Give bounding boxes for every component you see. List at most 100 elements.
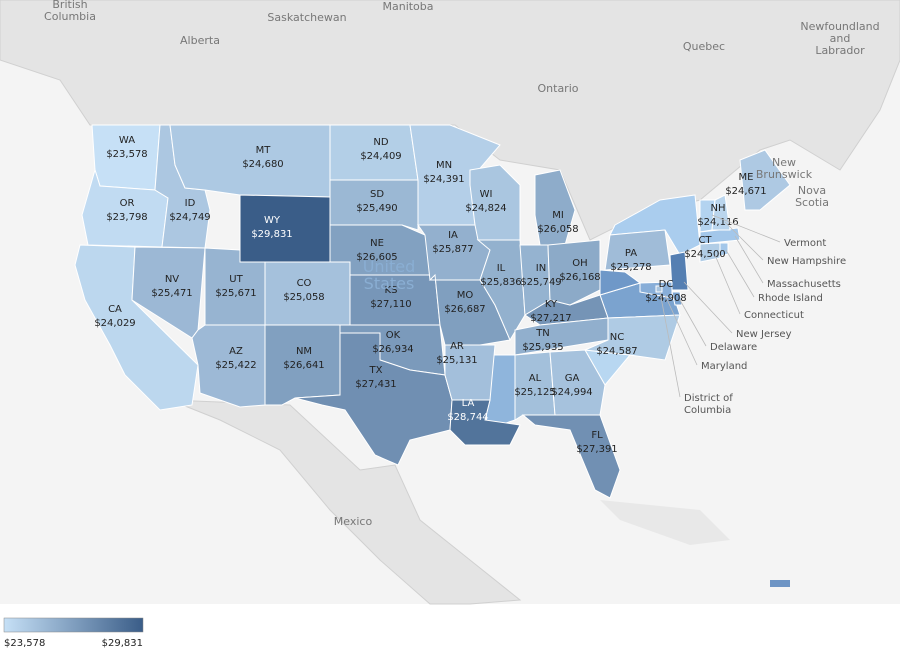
state-code: NV xyxy=(165,274,179,285)
state-value: $24,994 xyxy=(551,387,592,398)
place-label: Brunswick xyxy=(756,168,813,181)
state-value: $24,749 xyxy=(169,212,210,223)
state-value: $23,578 xyxy=(106,149,147,160)
state-value: $24,908 xyxy=(645,293,686,304)
state-code: IL xyxy=(497,263,506,274)
state-shape xyxy=(671,291,683,306)
state-value: $25,471 xyxy=(151,288,192,299)
place-label: States xyxy=(364,274,415,293)
state-code: GA xyxy=(565,373,580,384)
place-label: Mexico xyxy=(334,515,373,528)
state-code: OK xyxy=(386,330,401,341)
state-code: WY xyxy=(264,215,281,226)
state-value: $25,058 xyxy=(283,292,324,303)
callout-line xyxy=(683,281,733,334)
state-value: $25,749 xyxy=(520,277,561,288)
state-code: AZ xyxy=(229,346,243,357)
state-value: $24,116 xyxy=(697,217,738,228)
callout-label: Maryland xyxy=(701,361,747,372)
state-code: OR xyxy=(120,198,135,209)
state-value: $26,168 xyxy=(559,272,600,283)
state-code: MN xyxy=(436,160,452,171)
state-value: $24,500 xyxy=(684,249,725,260)
state xyxy=(547,239,601,306)
legend-label: $29,831 xyxy=(102,638,143,649)
unlabeled-states xyxy=(484,194,741,426)
caribbean-land xyxy=(600,500,730,545)
state-code: TX xyxy=(369,365,383,376)
state-code: CT xyxy=(698,235,712,246)
puerto-rico xyxy=(770,580,790,587)
callout-label: Massachusetts xyxy=(767,279,841,290)
state-value: $27,431 xyxy=(355,379,396,390)
state-value: $27,391 xyxy=(576,444,617,455)
state-value: $26,687 xyxy=(444,304,485,315)
state-code: IA xyxy=(448,230,458,241)
state-code: OH xyxy=(572,258,587,269)
state xyxy=(521,414,621,499)
callout-label: New Hampshire xyxy=(767,256,846,267)
state-code: SD xyxy=(370,189,384,200)
place-label: Nova xyxy=(798,184,826,197)
state-code: KS xyxy=(385,285,398,296)
state xyxy=(449,399,521,446)
state-code: IN xyxy=(536,263,546,274)
state-value: $25,935 xyxy=(522,342,563,353)
state-value: $25,671 xyxy=(215,288,256,299)
state xyxy=(294,332,453,466)
state xyxy=(329,179,419,231)
state-code: ND xyxy=(373,137,388,148)
state-value: $26,934 xyxy=(372,344,413,355)
state-code: FL xyxy=(591,430,603,441)
state-code: MI xyxy=(552,210,564,221)
state xyxy=(739,149,791,211)
place-label: Manitoba xyxy=(382,0,433,13)
place-label: and xyxy=(830,32,851,45)
state xyxy=(583,314,681,361)
place-label: Newfoundland xyxy=(800,20,879,33)
callout-label: Vermont xyxy=(784,238,826,249)
place-label: Saskatchewan xyxy=(267,11,346,24)
legend-label: $23,578 xyxy=(4,638,45,649)
place-label: United xyxy=(363,257,416,276)
state-value: $26,641 xyxy=(283,360,324,371)
state xyxy=(514,351,556,421)
state xyxy=(444,344,496,401)
state xyxy=(711,194,731,231)
place-label: Labrador xyxy=(815,44,865,57)
state xyxy=(549,349,606,416)
place-label: Alberta xyxy=(180,34,220,47)
place-label: British xyxy=(52,0,87,11)
state-code: PA xyxy=(625,248,637,259)
legend-gradient xyxy=(3,617,144,633)
state-value: $29,831 xyxy=(251,229,292,240)
state-value: $25,836 xyxy=(480,277,521,288)
state-value: $26,058 xyxy=(537,224,578,235)
state-code: TN xyxy=(535,328,550,339)
place-label: New xyxy=(772,156,796,169)
state-value: $25,125 xyxy=(514,387,555,398)
callout-label: District of xyxy=(684,393,733,404)
state-code: ME xyxy=(739,172,754,183)
place-label: Quebec xyxy=(683,40,725,53)
labels: WA $23,578 OR $23,798 CA $24,029 ID $24,749 NV $2… xyxy=(44,0,880,528)
state-code: LA xyxy=(462,398,475,409)
state-value: $25,422 xyxy=(215,360,256,371)
callout-line xyxy=(711,214,781,243)
state-code: AL xyxy=(529,373,542,384)
callout-line xyxy=(659,291,681,398)
state-code: NH xyxy=(711,203,726,214)
place-label: Scotia xyxy=(795,196,829,209)
place-label: Columbia xyxy=(44,10,96,23)
state-value: $24,680 xyxy=(242,159,283,170)
state-value: $24,587 xyxy=(596,346,637,357)
state-code: MT xyxy=(256,145,272,156)
state-code: MO xyxy=(457,290,474,301)
state-value: $25,490 xyxy=(356,203,397,214)
states xyxy=(74,124,791,499)
state-code: NM xyxy=(296,346,312,357)
state-value: $24,671 xyxy=(725,186,766,197)
state-code: ID xyxy=(185,198,196,209)
callout-label: Delaware xyxy=(710,342,757,353)
